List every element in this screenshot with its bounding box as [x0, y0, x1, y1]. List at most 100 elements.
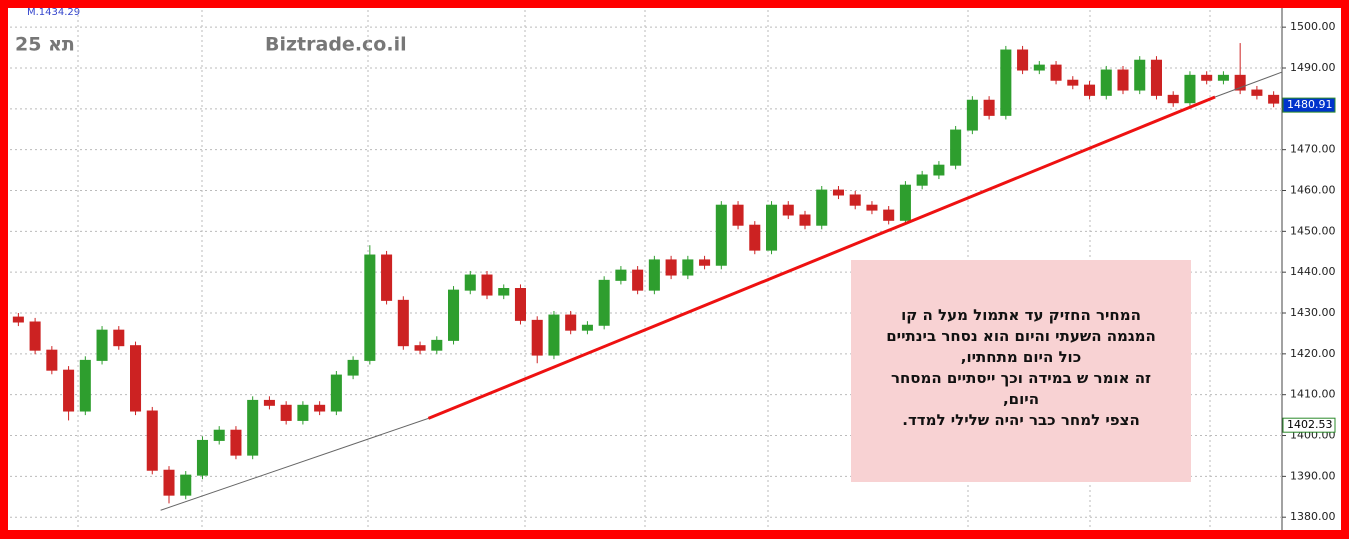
price-tag — [1282, 417, 1336, 433]
top-label: M.1434.29 — [27, 7, 80, 18]
candle-body — [230, 429, 242, 456]
candle-body — [213, 429, 225, 441]
annotation-box: המחיר החזיק עד אתמול מעל ה קו המגמה השעתי… — [851, 260, 1191, 482]
y-tick-label: 1380.00 — [1290, 510, 1336, 523]
candle-body — [263, 399, 275, 406]
candle-body — [414, 345, 426, 351]
y-tick-label: 1450.00 — [1290, 224, 1336, 237]
candle-body — [1268, 94, 1280, 104]
candle-body — [63, 369, 75, 412]
candle-body — [12, 316, 24, 323]
candle-body — [548, 314, 560, 356]
candle-body — [1217, 74, 1229, 81]
candle-body — [1167, 94, 1179, 104]
candle-body — [1050, 64, 1062, 81]
y-tick-label: 1500.00 — [1290, 20, 1336, 33]
candle-body — [715, 204, 727, 266]
candle-body — [799, 214, 811, 226]
candle-body — [531, 319, 543, 356]
candle-body — [916, 174, 928, 186]
source: Biztrade.co.il — [265, 34, 407, 56]
candle-body — [481, 274, 493, 296]
price-tag-label: 1480.91 — [1287, 98, 1333, 111]
candle-body — [297, 404, 309, 421]
candle-body — [1251, 89, 1263, 96]
candle-body — [933, 164, 945, 176]
candle-body — [130, 345, 142, 412]
price-tag — [1282, 97, 1336, 113]
candle-body — [816, 189, 828, 226]
candle-body — [46, 349, 58, 371]
candle-body — [314, 404, 326, 412]
candle-body — [1084, 84, 1096, 96]
candle-body — [280, 404, 292, 421]
candle-body — [983, 99, 995, 116]
candle-body — [966, 99, 978, 131]
candle-body — [1201, 74, 1213, 81]
candle-body — [598, 279, 610, 326]
candle-body — [950, 129, 962, 166]
candle-body — [883, 209, 895, 221]
y-tick-label: 1470.00 — [1290, 143, 1336, 156]
candle-body — [1100, 69, 1112, 96]
candle-body — [347, 359, 359, 376]
candle-body — [1033, 64, 1045, 71]
candle-body — [464, 274, 476, 291]
candle-body — [749, 224, 761, 251]
candle-body — [766, 204, 778, 251]
y-tick-label: 1430.00 — [1290, 306, 1336, 319]
candle-body — [732, 204, 744, 226]
candle-body — [431, 339, 443, 351]
annotation-line: כול היום מתחתיו, — [960, 348, 1082, 366]
trendline — [160, 417, 429, 511]
candle-body — [514, 288, 526, 321]
candle-body — [1000, 49, 1012, 116]
y-tick-label: 1440.00 — [1290, 265, 1336, 278]
candle-body — [699, 259, 711, 266]
candle-body — [330, 374, 342, 412]
candle-body — [448, 289, 460, 341]
annotation-line: המחיר החזיק עד אתמול מעל ה קו — [901, 306, 1141, 324]
y-tick-label: 1390.00 — [1290, 469, 1336, 482]
candle-body — [1017, 49, 1029, 71]
annotation-line: היום, — [1002, 390, 1039, 408]
candle-body — [113, 329, 125, 347]
y-tick-label: 1420.00 — [1290, 347, 1336, 360]
candle-body — [29, 321, 41, 351]
y-tick-label: 1410.00 — [1290, 388, 1336, 401]
candle-body — [180, 474, 192, 496]
candle-body — [782, 204, 794, 216]
candle-body — [247, 399, 259, 456]
price-tag-label: 1402.53 — [1287, 418, 1333, 431]
candle-body — [364, 254, 376, 361]
candle-body — [565, 314, 577, 331]
symbol: תא 25 — [15, 34, 75, 56]
y-tick-label: 1490.00 — [1290, 61, 1336, 74]
candle-body — [849, 194, 861, 206]
candle-body — [866, 204, 878, 211]
trendline — [1214, 71, 1283, 98]
candle-body — [1117, 69, 1129, 91]
candle-body — [581, 324, 593, 331]
candle-body — [1234, 74, 1246, 91]
candle-body — [163, 469, 175, 496]
annotation-line: זה אומר ש במידה וכך ייסתיים המסחר — [890, 369, 1152, 387]
trendline — [427, 95, 1216, 420]
candle-body — [665, 259, 677, 276]
candle-body — [146, 410, 158, 471]
candle-body — [196, 439, 208, 476]
candle-body — [648, 259, 660, 291]
candle-body — [832, 189, 844, 196]
candle-body — [79, 359, 91, 412]
candle-body — [1067, 79, 1079, 86]
candle-body — [498, 288, 510, 296]
candle-body — [1150, 59, 1162, 96]
annotation-line: הצפי למחר כבר יהיה שלילי למדד. — [902, 411, 1140, 429]
candle-body — [899, 184, 911, 221]
annotation-line: המגמה השעתי והיום הוא נסחר בינתיים — [886, 327, 1156, 345]
candle-body — [1184, 74, 1196, 104]
candle-body — [1134, 59, 1146, 91]
candle-body — [615, 269, 627, 281]
candle-body — [381, 254, 393, 301]
candle-body — [96, 329, 108, 361]
